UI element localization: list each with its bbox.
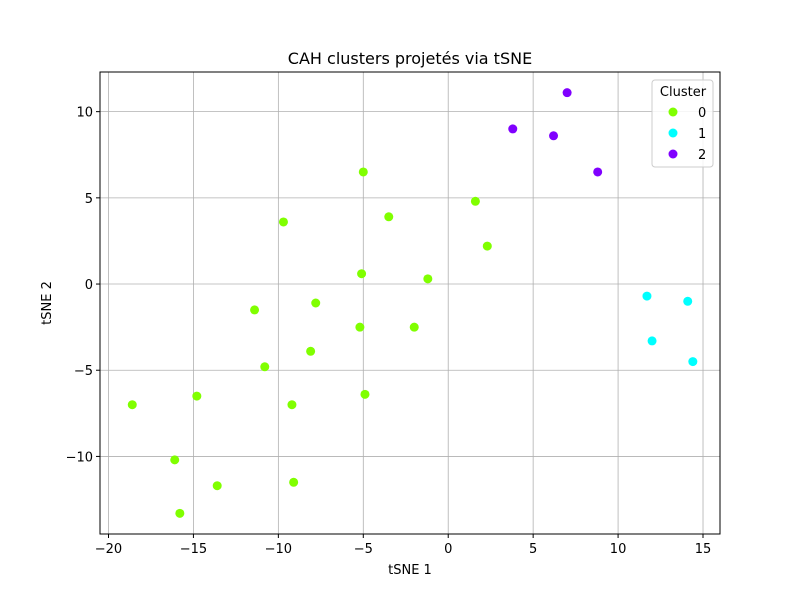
data-point-cluster-0 — [278, 217, 288, 227]
data-point-cluster-0 — [358, 167, 368, 177]
data-point-cluster-0 — [260, 362, 270, 372]
y-tick-label: 10 — [76, 106, 93, 121]
data-point-cluster-0 — [384, 212, 394, 222]
data-point-cluster-0 — [311, 298, 321, 308]
data-point-cluster-0 — [409, 322, 419, 332]
data-point-cluster-2 — [562, 88, 572, 98]
x-tick-label: 0 — [444, 542, 452, 557]
data-point-cluster-0 — [250, 305, 260, 315]
data-point-cluster-2 — [549, 131, 559, 141]
legend-marker-cluster-0 — [668, 107, 678, 117]
data-point-cluster-0 — [360, 389, 370, 399]
legend-label-cluster-2: 2 — [698, 148, 706, 163]
x-tick-label: −20 — [95, 542, 122, 557]
data-point-cluster-1 — [642, 291, 652, 301]
y-tick-label: 0 — [85, 278, 93, 293]
data-point-cluster-2 — [593, 167, 603, 177]
legend-marker-cluster-1 — [668, 128, 678, 138]
chart-title: CAH clusters projetés via tSNE — [288, 49, 532, 68]
y-axis-label: tSNE 2 — [40, 281, 55, 325]
data-point-cluster-0 — [170, 455, 180, 465]
data-point-cluster-0 — [470, 196, 480, 206]
data-points — [127, 88, 698, 518]
data-point-cluster-0 — [357, 269, 367, 279]
y-axis-ticks: −10 −5 0 5 10 — [66, 106, 100, 465]
x-tick-label: 5 — [529, 542, 537, 557]
y-tick-label: −5 — [74, 364, 93, 379]
legend: Cluster 0 1 2 — [651, 79, 714, 168]
data-point-cluster-0 — [175, 508, 185, 518]
data-point-cluster-0 — [192, 391, 202, 401]
y-tick-label: −10 — [66, 450, 93, 465]
x-tick-label: −5 — [354, 542, 373, 557]
plot-frame — [99, 71, 721, 535]
x-tick-label: −10 — [265, 542, 292, 557]
data-point-cluster-1 — [683, 296, 693, 306]
legend-label-cluster-0: 0 — [698, 106, 706, 121]
data-point-cluster-0 — [212, 481, 222, 491]
data-point-cluster-0 — [355, 322, 365, 332]
legend-label-cluster-1: 1 — [698, 127, 706, 142]
data-point-cluster-2 — [508, 124, 518, 134]
x-tick-label: −15 — [180, 542, 207, 557]
data-point-cluster-0 — [127, 400, 137, 410]
x-tick-label: 10 — [610, 542, 627, 557]
x-axis-label: tSNE 1 — [388, 563, 432, 578]
legend-entries: 0 1 2 — [668, 106, 706, 163]
legend-marker-cluster-2 — [668, 149, 678, 159]
legend-title: Cluster — [660, 85, 707, 100]
x-axis-ticks: −20 −15 −10 −5 0 5 10 15 — [95, 534, 712, 557]
data-point-cluster-0 — [423, 274, 433, 284]
data-point-cluster-0 — [289, 477, 299, 487]
data-point-cluster-0 — [482, 241, 492, 251]
data-point-cluster-0 — [306, 346, 316, 356]
legend-box — [651, 79, 714, 168]
data-point-cluster-1 — [647, 336, 657, 346]
data-point-cluster-1 — [688, 357, 698, 367]
x-tick-label: 15 — [695, 542, 712, 557]
y-tick-label: 5 — [85, 192, 93, 207]
data-point-cluster-0 — [287, 400, 297, 410]
